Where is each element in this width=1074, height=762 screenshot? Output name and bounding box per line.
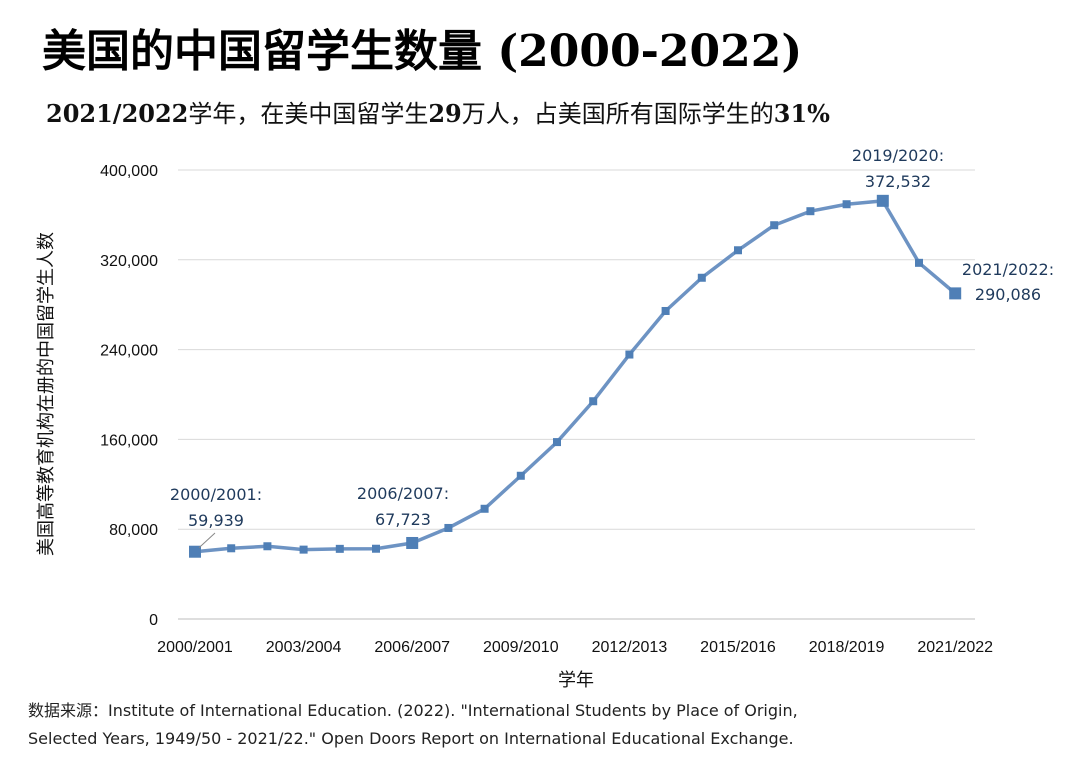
subtitle-percent: 31% — [773, 99, 830, 128]
data-point-marker — [589, 397, 598, 406]
y-tick-label: 240,000 — [100, 343, 158, 360]
chart-subtitle: 2021/2022学年，在美中国留学生29万人，占美国所有国际学生的31% — [46, 97, 830, 131]
y-axis-title: 美国高等教育机构在册的中国留学生人数 — [36, 232, 57, 556]
y-tick-label: 0 — [149, 612, 158, 629]
series-line — [194, 199, 957, 554]
data-point-marker — [406, 536, 419, 549]
annotation-label-line1: 2000/2001: — [170, 485, 262, 504]
x-tick-label: 2015/2016 — [700, 639, 776, 656]
data-point-marker — [516, 471, 525, 480]
data-point-marker — [770, 221, 779, 230]
x-tick-label: 2018/2019 — [809, 639, 885, 656]
subtitle-year: 2021/2022 — [46, 99, 189, 128]
data-point-marker — [734, 246, 742, 255]
x-tick-label: 2003/2004 — [266, 639, 342, 656]
annotation-label-line1: 2006/2007: — [357, 484, 449, 503]
subtitle-text-2: 万人，占美国所有国际学生的 — [461, 100, 774, 128]
data-point-marker — [553, 438, 561, 447]
data-point-marker — [806, 207, 815, 216]
line-chart: 0 80,000 160,000 240,000 320,000 400,000 2000… — [36, 146, 1054, 691]
annotation-label-line2: 372,532 — [865, 172, 931, 191]
data-point-marker — [842, 200, 851, 209]
x-tick-label: 2012/2013 — [592, 639, 668, 656]
y-tick-label: 400,000 — [100, 163, 158, 180]
x-axis-title: 学年 — [558, 670, 594, 691]
data-point-marker — [697, 273, 706, 282]
data-point-marker — [876, 194, 889, 207]
x-tick-label: 2000/2001 — [157, 639, 233, 656]
source-line-2: Selected Years, 1949/50 - 2021/22." Open… — [28, 729, 794, 748]
x-axis-tick-labels: 2000/2001 2003/2004 2006/2007 2009/2010 2012… — [157, 639, 993, 656]
data-point-marker — [444, 523, 453, 532]
x-tick-label: 2006/2007 — [374, 639, 450, 656]
data-point-marker — [949, 287, 962, 300]
data-point-marker — [299, 545, 308, 554]
x-tick-label: 2009/2010 — [483, 639, 559, 656]
data-point-marker — [372, 544, 380, 553]
annotation-label-line2: 67,723 — [375, 510, 431, 529]
series-line-group — [189, 194, 962, 558]
y-tick-label: 160,000 — [100, 432, 158, 449]
data-point-marker — [661, 306, 670, 315]
x-tick-label: 2021/2022 — [917, 639, 993, 656]
data-point-marker — [335, 544, 344, 553]
y-tick-label: 320,000 — [100, 253, 158, 270]
subtitle-number: 29 — [428, 99, 462, 128]
data-point-marker — [227, 544, 236, 553]
y-axis-tick-labels: 0 80,000 160,000 240,000 320,000 400,000 — [100, 163, 158, 629]
annotation-label-line2: 290,086 — [975, 285, 1041, 304]
data-point-marker — [480, 504, 489, 513]
data-point-marker — [263, 542, 272, 551]
y-tick-label: 80,000 — [109, 522, 158, 539]
source-citation: 数据来源：Institute of International Educatio… — [28, 697, 798, 753]
source-line-1: 数据来源：Institute of International Educatio… — [28, 701, 798, 720]
annotation-label-line1: 2021/2022: — [962, 260, 1054, 279]
subtitle-text-1: 学年，在美中国留学生 — [188, 100, 429, 128]
annotation-label-line2: 59,939 — [188, 511, 244, 530]
data-point-marker — [915, 258, 923, 267]
data-point-marker — [625, 350, 634, 359]
data-point-marker — [189, 545, 201, 558]
chart-title: 美国的中国留学生数量 (2000-2022) — [42, 26, 803, 77]
chart-gridlines — [178, 169, 975, 620]
annotation-group: 2000/2001: 59,939 2006/2007: 67,723 2019/202… — [170, 146, 1054, 549]
annotation-label-line1: 2019/2020: — [852, 146, 944, 165]
annotation-leader-line — [198, 532, 216, 549]
